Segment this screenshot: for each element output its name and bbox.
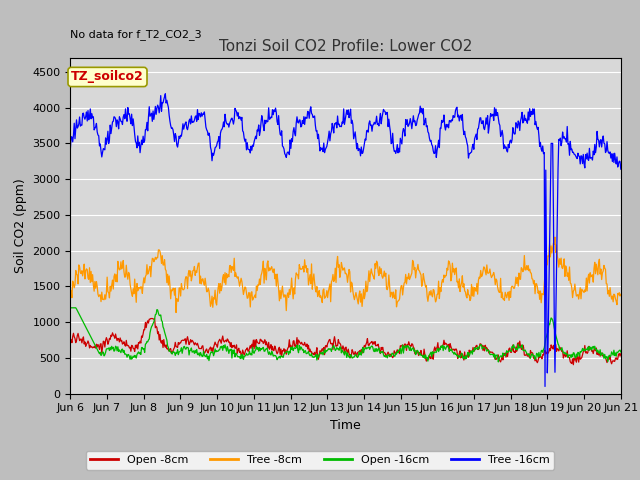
Text: No data for f_T2_CO2_3: No data for f_T2_CO2_3 (70, 29, 202, 40)
Legend: Open -8cm, Tree -8cm, Open -16cm, Tree -16cm: Open -8cm, Tree -8cm, Open -16cm, Tree -… (86, 451, 554, 469)
Title: Tonzi Soil CO2 Profile: Lower CO2: Tonzi Soil CO2 Profile: Lower CO2 (219, 39, 472, 54)
X-axis label: Time: Time (330, 419, 361, 432)
Y-axis label: Soil CO2 (ppm): Soil CO2 (ppm) (14, 178, 27, 273)
Text: TZ_soilco2: TZ_soilco2 (71, 71, 144, 84)
